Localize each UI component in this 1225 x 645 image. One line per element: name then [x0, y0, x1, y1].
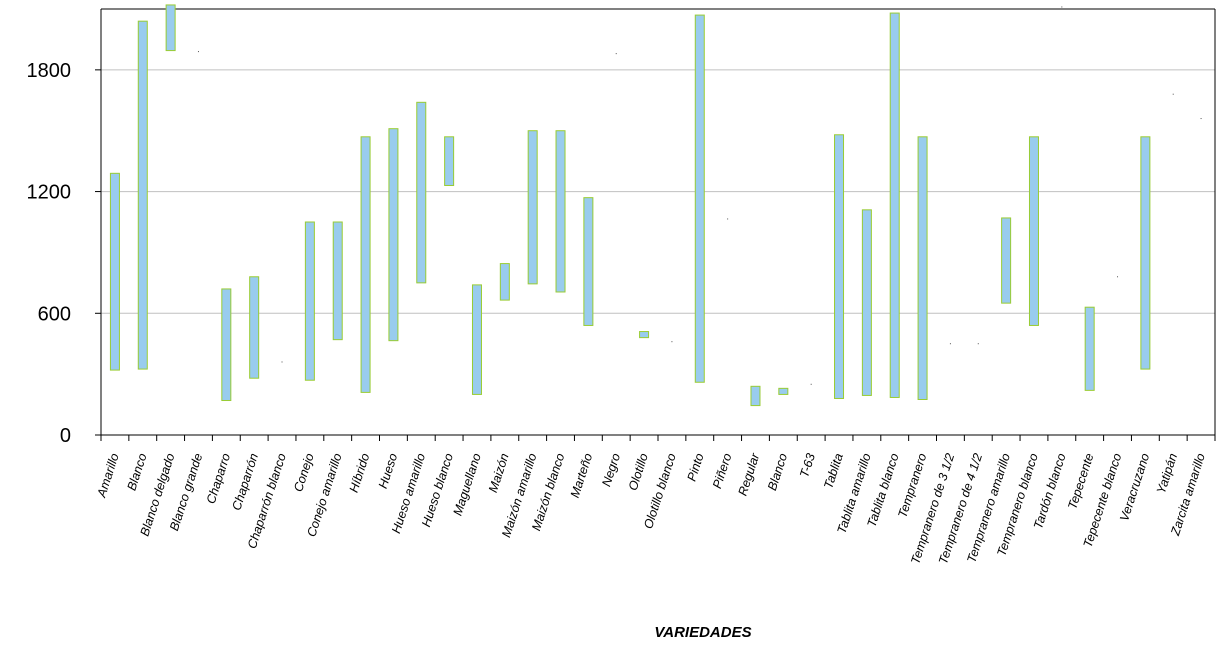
category-label: Tablita: [821, 452, 846, 491]
bar: [304, 221, 315, 381]
x-ticks: [100, 435, 1216, 441]
grid-lines: [101, 69, 1215, 314]
bar: [249, 276, 260, 379]
bar: [810, 383, 812, 385]
bar: [137, 20, 148, 370]
category-label: Chaparrón: [229, 452, 261, 513]
bar: [949, 343, 951, 345]
category-label: Chaparro: [204, 452, 233, 506]
category-label: Blanco: [124, 452, 149, 493]
y-tick-label: 0: [60, 425, 71, 447]
bar: [889, 12, 900, 398]
x-axis-title: VARIEDADES: [654, 624, 751, 641]
bar: [1084, 306, 1095, 391]
category-label: Olotillo: [626, 452, 651, 493]
bar: [694, 14, 705, 383]
bar: [1140, 136, 1151, 370]
bar: [834, 134, 845, 399]
bar: [583, 197, 594, 326]
bar: [1028, 136, 1039, 326]
bar: [1117, 276, 1119, 278]
bar: [416, 101, 427, 284]
category-label: Maizón: [486, 452, 512, 495]
bar: [639, 331, 650, 339]
bar: [197, 51, 199, 53]
category-label: Maguellano: [451, 452, 484, 518]
bar: [750, 385, 761, 407]
bar: [281, 361, 283, 363]
category-label: Blanco: [765, 452, 790, 493]
y-tick-label: 1200: [27, 182, 72, 204]
bar: [1172, 93, 1174, 95]
bar: [555, 130, 566, 293]
bar: [671, 341, 673, 343]
category-label: Negro: [599, 452, 623, 489]
bar: [1001, 217, 1012, 304]
category-label: Conejo: [291, 452, 317, 494]
bar: [527, 130, 538, 285]
category-label: Tepecente: [1065, 452, 1096, 511]
bar: [360, 136, 371, 393]
bar: [332, 221, 343, 341]
bar: [1200, 118, 1202, 120]
bar: [471, 284, 482, 395]
category-label: Marteño: [568, 452, 595, 500]
category-label: Yatipán: [1154, 452, 1180, 496]
bar: [615, 53, 617, 55]
category-label: T-63: [797, 452, 818, 480]
bars: [109, 4, 1202, 407]
bar: [388, 128, 399, 342]
category-label: Híbrido: [347, 452, 373, 495]
category-label: Veracruzano: [1117, 452, 1152, 523]
bar: [165, 4, 176, 52]
y-tick-labels: 0 600 1200 1800: [27, 60, 101, 447]
bar: [444, 136, 455, 186]
bar: [917, 136, 928, 401]
bar: [727, 218, 729, 220]
y-tick-label: 600: [38, 303, 71, 325]
category-label: Regular: [735, 451, 762, 498]
bar: [109, 172, 120, 371]
bar: [1061, 6, 1063, 8]
bar: [778, 387, 789, 395]
bar: [221, 288, 232, 402]
category-label: Piñero: [710, 452, 734, 491]
bar: [861, 209, 872, 396]
y-tick-label: 1800: [27, 60, 72, 82]
category-label: Pinto: [685, 452, 707, 483]
category-label: Hueso: [376, 452, 400, 491]
bar: [499, 263, 510, 301]
category-label: Amarillo: [94, 452, 122, 500]
bar: [977, 343, 979, 345]
